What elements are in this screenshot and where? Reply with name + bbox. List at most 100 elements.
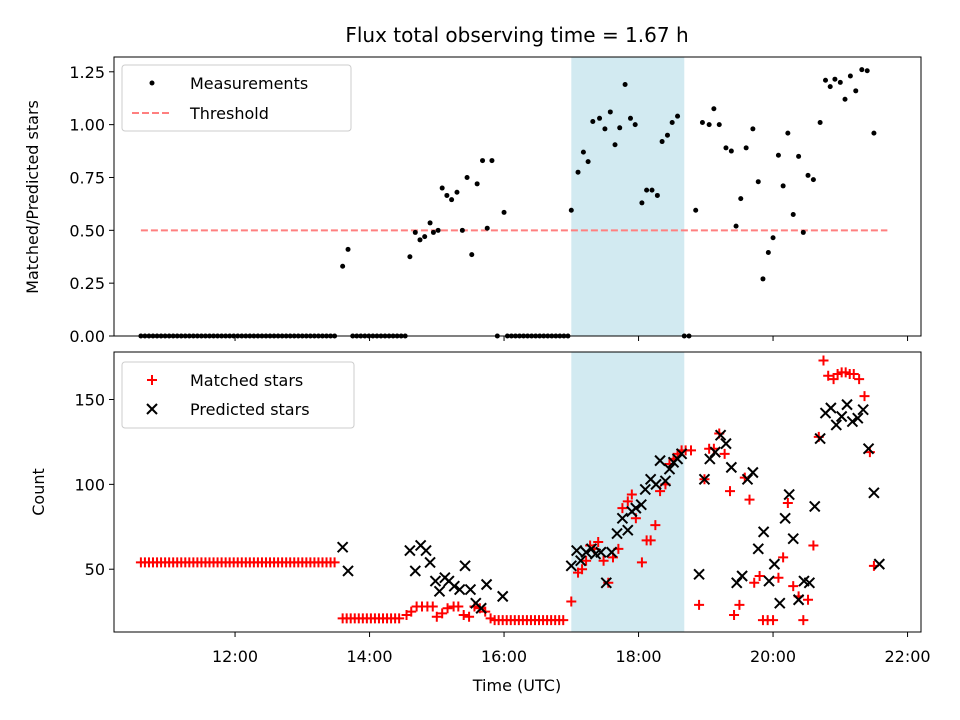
predicted-point xyxy=(650,478,662,491)
matched-point xyxy=(458,610,469,621)
predicted-point xyxy=(409,565,421,577)
measurement-point xyxy=(602,126,608,132)
measurement-point xyxy=(675,113,681,119)
bottom-y-tick-label: 100 xyxy=(74,475,105,494)
legend-predicted-marker xyxy=(146,403,158,415)
matched-point xyxy=(636,557,647,568)
predicted-point xyxy=(675,448,688,460)
x-tick-label: 18:00 xyxy=(615,647,661,666)
predicted-point xyxy=(424,556,436,569)
predicted-point xyxy=(448,580,460,592)
predicted-point xyxy=(720,437,732,450)
predicted-point xyxy=(663,463,676,475)
predicted-point xyxy=(835,410,848,423)
predicted-point xyxy=(757,526,770,538)
predicted-point xyxy=(809,500,821,513)
predicted-point xyxy=(698,473,711,485)
measurement-point xyxy=(770,235,776,241)
measurement-point xyxy=(693,207,699,213)
measurement-point xyxy=(827,84,833,90)
matched-point xyxy=(593,537,604,548)
predicted-point xyxy=(783,488,795,501)
measurement-point xyxy=(454,189,460,195)
measurement-point xyxy=(716,122,722,128)
matched-point xyxy=(859,391,870,402)
measurement-point xyxy=(775,152,781,158)
predicted-point xyxy=(580,546,592,558)
measurement-point xyxy=(755,179,761,185)
measurement-point xyxy=(444,192,450,198)
matched-point xyxy=(808,540,819,551)
matched-point xyxy=(406,606,417,617)
matched-point xyxy=(577,564,588,575)
legend-measurement-marker xyxy=(149,80,155,86)
measurement-point xyxy=(439,185,445,191)
measurement-point xyxy=(859,67,865,73)
measurement-point xyxy=(654,192,660,198)
matched-point xyxy=(734,599,745,610)
bottom-y-tick-label: 50 xyxy=(85,560,105,579)
measurement-point xyxy=(669,120,675,126)
measurement-point xyxy=(649,187,655,193)
bottom-axes-frame xyxy=(113,351,922,633)
predicted-point xyxy=(565,560,578,572)
measurement-point xyxy=(340,263,346,269)
matched-point xyxy=(622,496,633,507)
measurement-point xyxy=(417,237,423,243)
matched-point xyxy=(798,615,809,626)
measurement-point xyxy=(407,254,413,260)
bottom-shaded-span xyxy=(571,352,685,632)
matched-point xyxy=(768,615,779,626)
predicted-point xyxy=(830,419,842,431)
predicted-point xyxy=(575,555,587,567)
measurement-point xyxy=(659,139,665,145)
x-tick-label: 16:00 xyxy=(481,647,527,666)
measurement-point xyxy=(597,115,603,121)
measurement-point xyxy=(790,211,796,217)
predicted-point xyxy=(825,402,837,414)
matched-point xyxy=(823,370,834,381)
top-shaded-span xyxy=(571,57,685,336)
measurement-point xyxy=(800,229,806,235)
measurement-point xyxy=(711,106,717,112)
predicted-point xyxy=(747,466,759,479)
top-y-tick-label: 0.50 xyxy=(69,221,105,240)
measurement-point xyxy=(639,200,645,206)
matched-point xyxy=(686,445,697,456)
measurement-point xyxy=(699,120,705,126)
measurement-point xyxy=(785,130,791,136)
predicted-point xyxy=(846,415,859,428)
predicted-point xyxy=(852,412,864,424)
measurement-point xyxy=(871,130,877,136)
predicted-point xyxy=(768,558,781,570)
predicted-point xyxy=(420,544,432,557)
chart-title: Flux total observing time = 1.67 h xyxy=(345,23,688,47)
predicted-point xyxy=(709,446,721,458)
matched-point xyxy=(725,486,736,497)
predicted-point xyxy=(570,544,583,557)
predicted-point xyxy=(404,544,416,557)
predicted-point xyxy=(429,575,442,587)
predicted-point xyxy=(774,597,786,609)
matched-point xyxy=(442,603,453,614)
measurement-point xyxy=(796,153,802,159)
top-y-axis: 0.00 0.25 0.50 0.75 1.00 1.25 xyxy=(69,63,114,346)
measurement-point xyxy=(847,73,853,79)
matched-point xyxy=(626,489,637,500)
matched-point xyxy=(754,571,765,581)
measurement-point xyxy=(585,159,591,165)
top-legend: Measurements Threshold xyxy=(121,64,352,132)
measurement-point xyxy=(422,234,428,240)
top-y-tick-label: 0.25 xyxy=(69,274,105,293)
matched-point xyxy=(394,613,405,624)
measurement-point xyxy=(590,118,596,124)
top-legend-box xyxy=(121,64,352,132)
predicted-point xyxy=(475,602,487,614)
bottom-y-axis-label: Count xyxy=(29,468,48,516)
measurement-point xyxy=(864,68,870,74)
measurement-point xyxy=(427,220,433,226)
measurement-point xyxy=(632,122,638,128)
measurement-point xyxy=(607,109,613,115)
